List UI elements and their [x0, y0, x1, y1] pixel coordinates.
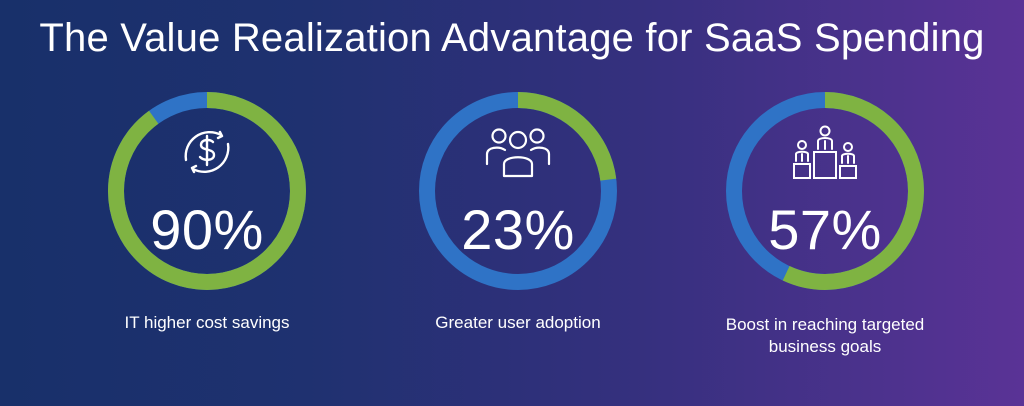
ring-fill	[726, 92, 924, 290]
stat-caption: Greater user adoption	[435, 313, 601, 332]
progress-ring	[413, 84, 623, 298]
dollar-refresh-icon	[172, 122, 242, 182]
users-group-icon	[483, 122, 553, 182]
stat-value: 90%	[150, 198, 264, 261]
progress-ring	[720, 84, 930, 298]
ring-fill	[419, 92, 617, 290]
stat-card-business-goals: 57%	[720, 84, 930, 298]
podium-people-icon	[790, 122, 860, 182]
progress-ring-svg	[419, 92, 617, 290]
progress-ring-svg	[726, 92, 924, 290]
stat-value: 57%	[768, 198, 882, 261]
page-title: The Value Realization Advantage for SaaS…	[39, 16, 985, 60]
progress-ring-svg	[108, 92, 306, 290]
stat-card-user-adoption: 23%	[413, 84, 623, 298]
ring-fill	[108, 92, 306, 290]
stat-caption: IT higher cost savings	[124, 313, 290, 332]
stat-caption: Boost in reaching targeted business goal…	[725, 315, 925, 356]
stat-value: 23%	[461, 198, 575, 261]
stat-card-cost-savings: 90%	[102, 84, 312, 298]
progress-ring	[102, 84, 312, 298]
